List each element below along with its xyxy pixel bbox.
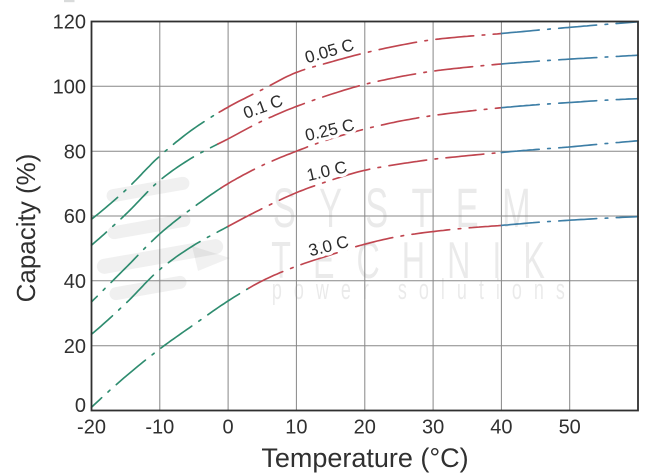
svg-text:60: 60 [64,206,86,228]
svg-text:power solutions: power solutions [272,274,565,306]
svg-text:20: 20 [354,417,376,439]
svg-text:Temperature (°C): Temperature (°C) [261,443,468,473]
svg-text:SYSTEM: SYSTEM [273,177,554,240]
svg-text:-10: -10 [145,417,174,439]
svg-text:Capacity (%): Capacity (%) [11,154,41,303]
svg-text:40: 40 [64,271,86,293]
svg-text:0: 0 [75,395,86,417]
svg-text:-20: -20 [77,417,106,439]
svg-text:10: 10 [285,417,307,439]
svg-text:0: 0 [223,417,234,439]
svg-text:120: 120 [53,12,86,34]
svg-text:100: 100 [53,77,86,99]
svg-text:40: 40 [490,417,512,439]
svg-text:80: 80 [64,141,86,163]
svg-text:50: 50 [559,417,581,439]
svg-text:30: 30 [422,417,444,439]
svg-text:20: 20 [64,336,86,358]
